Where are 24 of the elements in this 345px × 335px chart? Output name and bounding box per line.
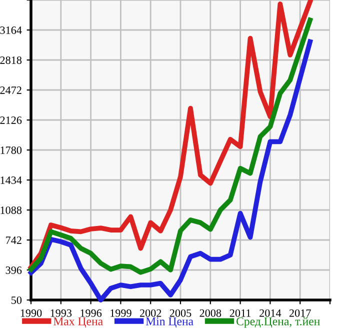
legend-label: Min Цена <box>146 317 194 328</box>
y-tick-label: 742 <box>6 236 22 244</box>
y-tick-label: 396 <box>6 266 22 274</box>
line-series <box>28 39 312 302</box>
legend-label: Max Цена <box>54 317 103 328</box>
x-tick-label: 2005 <box>170 309 192 317</box>
y-tick-label: 2818 <box>0 56 22 64</box>
x-tick-label: 2017 <box>289 309 311 317</box>
y-tick-label: 2472 <box>0 86 22 94</box>
x-tick-label: 1990 <box>20 309 42 317</box>
x-tick-label: 1993 <box>50 309 72 317</box>
y-tick-label: 1780 <box>0 146 22 154</box>
y-tick-label: 1088 <box>0 206 22 214</box>
x-tick-label: 2008 <box>200 309 222 317</box>
y-tick-label: 2126 <box>0 116 22 124</box>
x-tick-label: 1996 <box>80 309 102 317</box>
x-tick-label: 2002 <box>140 309 162 317</box>
y-tick-label: 50 <box>12 296 22 304</box>
legend-label: Сред.Цена, т.йен <box>236 317 320 328</box>
x-tick-label: 2011 <box>230 309 251 317</box>
y-tick-label: 1434 <box>0 176 22 184</box>
x-tick-label: 1999 <box>110 309 132 317</box>
x-tick-label: 2014 <box>260 309 282 317</box>
y-tick-label: 3164 <box>0 26 22 34</box>
